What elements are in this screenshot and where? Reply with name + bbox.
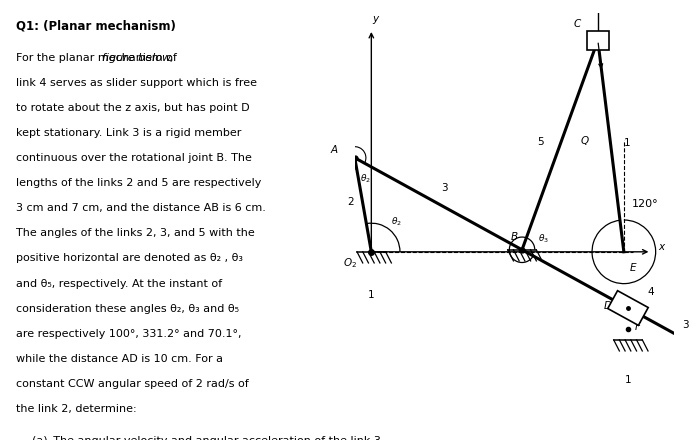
Text: while the distance AD is 10 cm. For a: while the distance AD is 10 cm. For a: [15, 354, 223, 364]
Text: $\theta_2$: $\theta_2$: [360, 172, 370, 185]
Text: the link 2, determine:: the link 2, determine:: [15, 404, 136, 414]
Text: figure below,: figure below,: [102, 53, 174, 63]
Text: 3 cm and 7 cm, and the distance AB is 6 cm.: 3 cm and 7 cm, and the distance AB is 6 …: [15, 203, 265, 213]
Text: constant CCW angular speed of 2 rad/s of: constant CCW angular speed of 2 rad/s of: [15, 379, 248, 389]
Text: $A$: $A$: [330, 143, 339, 154]
Text: $C$: $C$: [573, 17, 582, 29]
Text: $F$: $F$: [634, 319, 643, 331]
Text: 1: 1: [368, 290, 374, 300]
Text: Q1: (Planar mechanism): Q1: (Planar mechanism): [15, 20, 176, 33]
Text: $D$: $D$: [603, 299, 612, 311]
Text: $\theta_3$: $\theta_3$: [538, 232, 549, 245]
Text: $E$: $E$: [629, 261, 637, 273]
Text: continuous over the rotational joint B. The: continuous over the rotational joint B. …: [15, 153, 251, 163]
Text: $x$: $x$: [658, 242, 666, 252]
Text: 4: 4: [647, 287, 654, 297]
Text: $O_2$: $O_2$: [343, 257, 357, 271]
Text: lengths of the links 2 and 5 are respectively: lengths of the links 2 and 5 are respect…: [15, 178, 261, 188]
Text: 120°: 120°: [632, 199, 659, 209]
Text: 3: 3: [682, 319, 688, 330]
Text: kept stationary. Link 3 is a rigid member: kept stationary. Link 3 is a rigid membe…: [15, 128, 241, 138]
Text: $Q$: $Q$: [580, 135, 589, 147]
Text: 2: 2: [347, 197, 354, 207]
Text: 3: 3: [442, 183, 448, 193]
Text: 1: 1: [624, 375, 631, 385]
Text: link 4 serves as slider support which is free: link 4 serves as slider support which is…: [15, 78, 257, 88]
Text: 5: 5: [538, 137, 544, 147]
Text: 1: 1: [624, 138, 630, 148]
Text: For the planar mechanism of: For the planar mechanism of: [15, 53, 180, 63]
Text: $y$: $y$: [372, 14, 380, 26]
Text: $B$: $B$: [510, 230, 519, 242]
Text: consideration these angles θ₂, θ₃ and θ₅: consideration these angles θ₂, θ₃ and θ₅: [15, 304, 239, 314]
Text: positive horizontal are denoted as θ₂ , θ₃: positive horizontal are denoted as θ₂ , …: [15, 253, 243, 264]
Text: are respectively 100°, 331.2° and 70.1°,: are respectively 100°, 331.2° and 70.1°,: [15, 329, 241, 339]
Polygon shape: [587, 31, 609, 50]
Text: $\theta_2$: $\theta_2$: [391, 216, 402, 228]
Polygon shape: [608, 291, 648, 325]
Text: The angles of the links 2, 3, and 5 with the: The angles of the links 2, 3, and 5 with…: [15, 228, 255, 238]
Text: and θ₅, respectively. At the instant of: and θ₅, respectively. At the instant of: [15, 279, 222, 289]
Text: (a) The angular velocity and angular acceleration of the link 3,: (a) The angular velocity and angular acc…: [32, 436, 384, 440]
Text: to rotate about the z axis, but has point D: to rotate about the z axis, but has poin…: [15, 103, 249, 113]
